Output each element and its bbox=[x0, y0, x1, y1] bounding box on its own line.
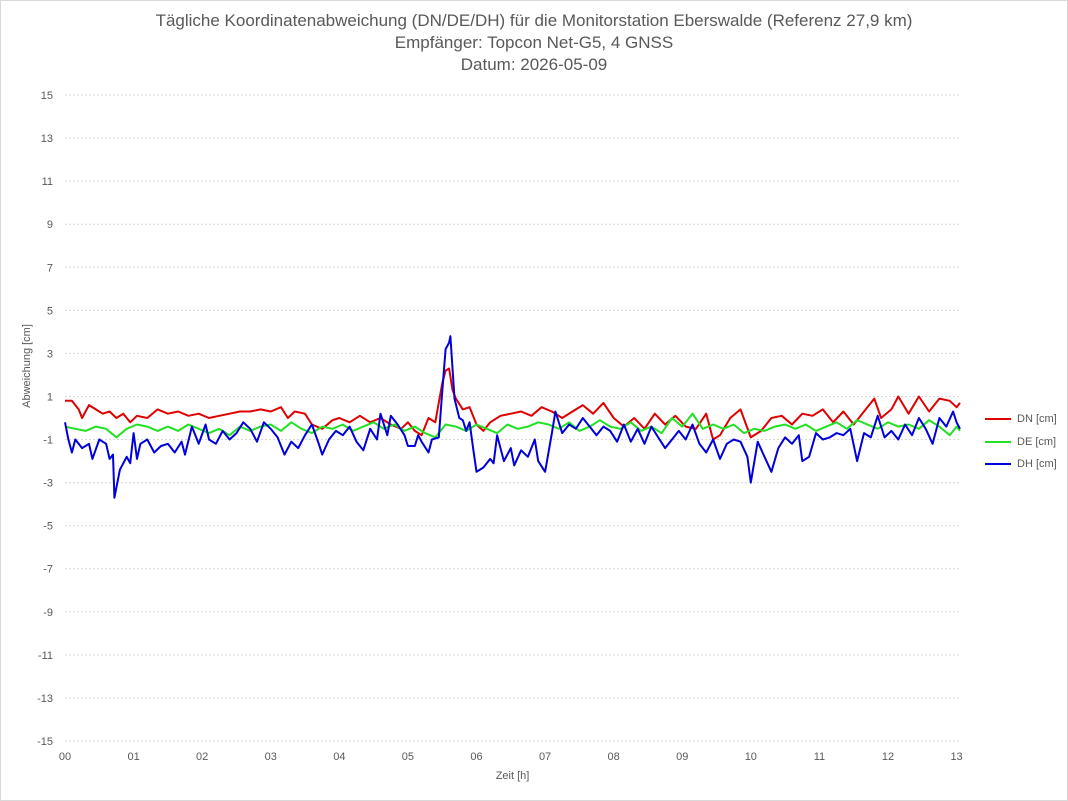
series-line-dh bbox=[64, 335, 961, 499]
y-tick-label: -15 bbox=[37, 736, 53, 748]
chart-title: Tägliche Koordinatenabweichung (DN/DE/DH… bbox=[155, 11, 913, 30]
x-tick-label: 08 bbox=[608, 751, 620, 763]
series-line-dn bbox=[65, 367, 961, 441]
legend-item-dh: DH [cm] bbox=[985, 453, 1057, 476]
chart-subtitle-receiver: Empfänger: Topcon Net-G5, 4 GNSS bbox=[394, 33, 674, 52]
legend-label: DE [cm] bbox=[1017, 435, 1057, 448]
chart-title-block: Tägliche Koordinatenabweichung (DN/DE/DH… bbox=[0, 10, 1068, 76]
x-tick-label: 12 bbox=[882, 751, 894, 763]
legend-item-de: DE [cm] bbox=[985, 431, 1057, 454]
x-tick-label: 00 bbox=[59, 751, 71, 763]
x-tick-label: 13 bbox=[950, 751, 962, 763]
y-tick-label: 11 bbox=[42, 176, 53, 188]
y-tick-label: -11 bbox=[38, 650, 53, 662]
y-tick-label: 13 bbox=[41, 133, 53, 145]
legend-label: DN [cm] bbox=[1017, 413, 1057, 426]
y-tick-label: -13 bbox=[37, 693, 53, 705]
x-tick-label: 03 bbox=[265, 751, 277, 763]
y-tick-label: 15 bbox=[41, 90, 53, 102]
x-tick-label: 07 bbox=[539, 751, 551, 763]
y-tick-label: 9 bbox=[47, 219, 53, 231]
legend-label: DH [cm] bbox=[1017, 458, 1057, 471]
y-axis-label: Abweichung [cm] bbox=[21, 324, 33, 408]
y-tick-label: 5 bbox=[47, 305, 53, 317]
y-tick-label: -1 bbox=[43, 435, 53, 447]
y-tick-label: 3 bbox=[47, 348, 53, 360]
x-axis-label: Zeit [h] bbox=[496, 770, 530, 782]
y-tick-label: -9 bbox=[43, 607, 53, 619]
y-tick-label: -3 bbox=[43, 478, 53, 490]
y-tick-labels: 15 13 11 9 7 5 3 1 -1 -3 -5 -7 -9 -11 -13 -15 bbox=[37, 90, 53, 748]
x-tick-label: 11 bbox=[814, 751, 825, 763]
x-tick-label: 01 bbox=[127, 751, 139, 763]
series-line-de bbox=[64, 412, 961, 439]
x-tick-label: 05 bbox=[402, 751, 414, 763]
y-tick-label: -5 bbox=[43, 521, 53, 533]
legend-swatch bbox=[985, 418, 1011, 421]
chart-subtitle-date: Datum: 2026-05-09 bbox=[460, 55, 608, 74]
grid-lines bbox=[65, 94, 960, 742]
legend-swatch bbox=[985, 440, 1011, 443]
y-tick-label: 1 bbox=[47, 391, 53, 403]
x-tick-labels: 00 01 02 03 04 05 06 07 08 09 10 11 12 13 bbox=[59, 751, 963, 763]
y-tick-label: 7 bbox=[47, 262, 53, 274]
chart-legend: DN [cm] DE [cm] DH [cm] bbox=[985, 408, 1057, 476]
x-tick-label: 10 bbox=[745, 751, 757, 763]
x-tick-label: 02 bbox=[196, 751, 208, 763]
x-tick-label: 06 bbox=[470, 751, 482, 763]
x-tick-label: 04 bbox=[333, 751, 345, 763]
y-tick-label: -7 bbox=[43, 564, 53, 576]
legend-swatch bbox=[985, 463, 1011, 466]
series-lines bbox=[64, 335, 961, 499]
legend-item-dn: DN [cm] bbox=[985, 408, 1057, 431]
x-tick-label: 09 bbox=[676, 751, 688, 763]
